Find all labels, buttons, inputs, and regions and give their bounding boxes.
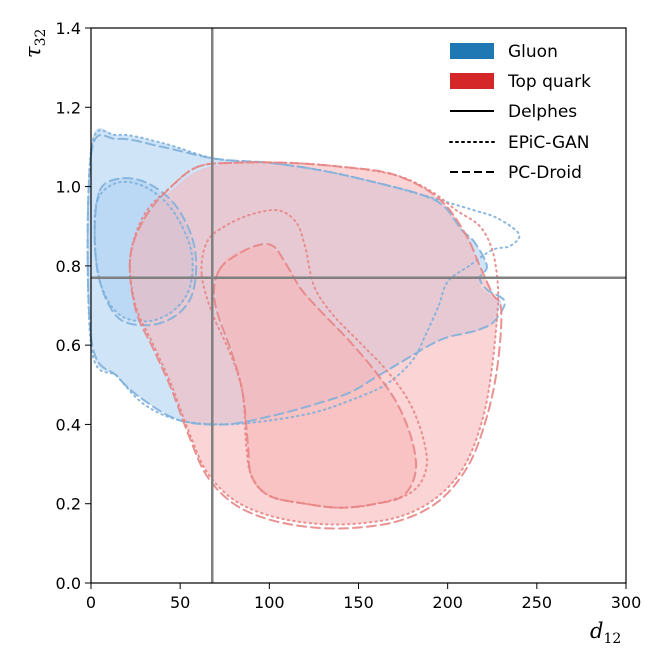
y-tick-label: 0.2	[56, 495, 81, 514]
top-quark-inner-contour-epic-gan	[200, 209, 428, 509]
x-tick-label: 150	[343, 593, 374, 612]
x-tick-label: 200	[432, 593, 463, 612]
y-tick-label: 0.8	[56, 257, 81, 276]
top-quark-outer-contour-pc-droid	[128, 161, 503, 530]
legend-swatch-gluon	[450, 43, 494, 59]
legend-label-delphes: Delphes	[508, 102, 577, 122]
legend-label-top-quark: Top quark	[507, 72, 591, 92]
gluon-outer-contour-epic-gan	[86, 129, 521, 426]
legend-swatch-top-quark	[450, 73, 494, 89]
y-axis-label-main: τ	[21, 46, 45, 58]
y-axis-ticks: 0.0 0.2 0.4 0.6 0.8 1.0 1.2 1.4	[56, 19, 91, 593]
x-tick-label: 100	[254, 593, 285, 612]
legend: Gluon Top quark Delphes EPiC-GAN PC-Droi…	[449, 42, 591, 183]
gluon-inner-contour-pc-droid	[93, 177, 198, 327]
reference-lines	[91, 28, 626, 583]
x-axis-label: d12	[590, 619, 621, 647]
legend-label-epic-gan: EPiC-GAN	[508, 133, 590, 153]
y-axis-label-subscript: 32	[33, 29, 49, 47]
gluon-outer-contour-pc-droid	[86, 134, 506, 426]
y-tick-label: 1.4	[56, 19, 81, 38]
legend-label-gluon: Gluon	[508, 42, 558, 62]
y-tick-label: 1.0	[56, 178, 81, 197]
contour-lines	[86, 129, 521, 530]
x-tick-label: 0	[86, 593, 96, 612]
top-quark-inner-contour-pc-droid	[213, 243, 418, 509]
top-quark-inner-contour-fill	[215, 245, 417, 508]
x-tick-label: 50	[170, 593, 190, 612]
x-axis-label-main: d	[590, 619, 603, 643]
x-axis-label-subscript: 12	[603, 631, 621, 647]
y-axis-label: τ32	[21, 29, 49, 58]
y-tick-label: 0.4	[56, 415, 81, 434]
x-tick-label: 300	[611, 593, 642, 612]
y-tick-label: 0.6	[56, 336, 81, 355]
y-tick-label: 0.0	[56, 574, 81, 593]
contour-fills	[87, 128, 502, 525]
x-axis-ticks: 0 50 100 150 200 250 300	[86, 583, 641, 612]
x-tick-label: 250	[522, 593, 553, 612]
y-tick-label: 1.2	[56, 98, 81, 117]
legend-label-pc-droid: PC-Droid	[508, 163, 582, 183]
